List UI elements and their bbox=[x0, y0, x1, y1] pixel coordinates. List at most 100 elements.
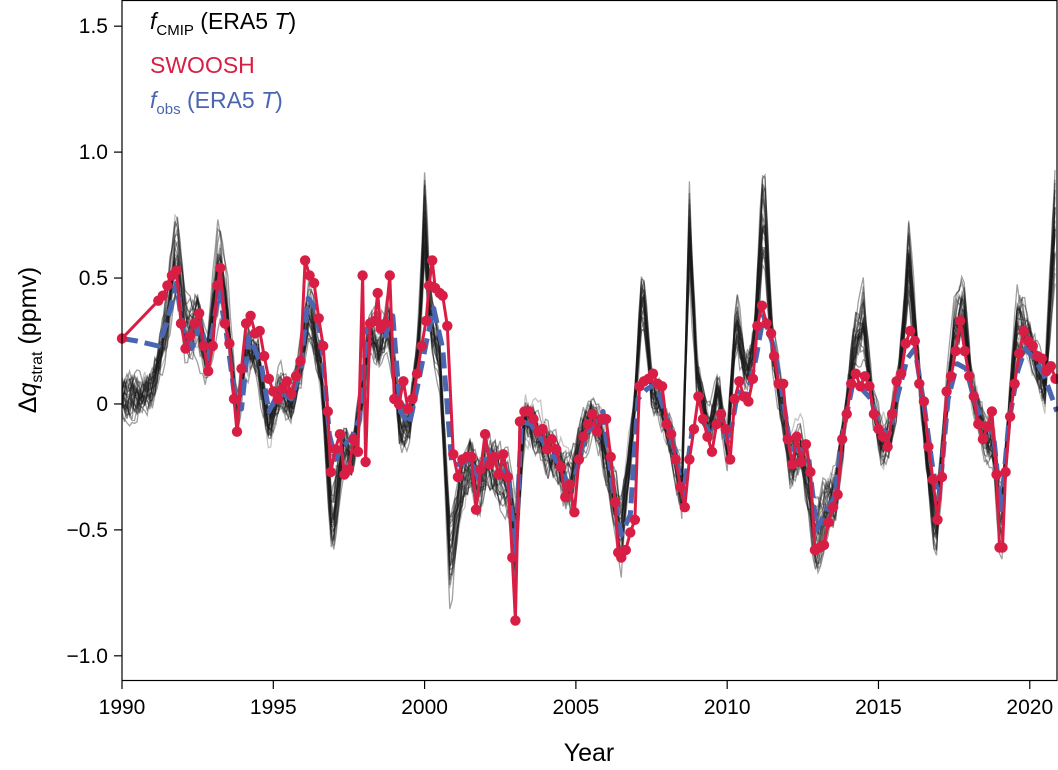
swoosh-point bbox=[647, 368, 659, 379]
swoosh-point bbox=[616, 552, 627, 563]
swoosh-point bbox=[968, 391, 979, 402]
swoosh-point bbox=[715, 408, 727, 420]
swoosh-point bbox=[162, 280, 173, 291]
swoosh-point bbox=[240, 318, 252, 329]
swoosh-point bbox=[761, 318, 772, 329]
swoosh-point bbox=[299, 255, 311, 266]
swoosh-point bbox=[805, 466, 816, 478]
swoosh-point bbox=[360, 456, 371, 468]
ensemble-lines bbox=[121, 170, 1056, 609]
swoosh-point bbox=[711, 418, 722, 430]
swoosh-point bbox=[787, 459, 798, 470]
swoosh-point bbox=[1027, 340, 1039, 352]
legend-fcmip-sub: CMIP bbox=[156, 22, 194, 39]
swoosh-point bbox=[277, 383, 288, 395]
legend: fCMIP (ERA5 T) SWOOSH fobs (ERA5 T) bbox=[150, 8, 296, 118]
swoosh-point bbox=[986, 406, 998, 417]
swoosh-point bbox=[873, 423, 884, 435]
x-axis: 1990 1995 2000 2005 2010 2015 2020 bbox=[99, 681, 1053, 719]
legend-entry-fcmip: fCMIP (ERA5 T) bbox=[150, 8, 296, 39]
swoosh-point bbox=[778, 378, 789, 389]
swoosh-point bbox=[697, 413, 709, 425]
swoosh-point bbox=[245, 310, 256, 321]
swoosh-point bbox=[442, 320, 453, 332]
swoosh-point bbox=[964, 371, 975, 382]
swoosh-point bbox=[982, 421, 993, 432]
swoosh-point bbox=[493, 469, 504, 480]
swoosh-point bbox=[702, 431, 713, 442]
swoosh-point bbox=[502, 471, 513, 483]
plot-frame bbox=[121, 0, 1058, 682]
swoosh-point bbox=[180, 343, 191, 354]
swoosh-point bbox=[198, 340, 209, 352]
swoosh-point bbox=[625, 527, 636, 538]
swoosh-point bbox=[537, 423, 548, 435]
swoosh-point bbox=[846, 378, 857, 389]
y-tick-label: −0.5 bbox=[67, 519, 108, 542]
swoosh-point bbox=[281, 376, 293, 387]
x-tick-label: 2020 bbox=[1006, 696, 1053, 719]
swoosh-point bbox=[1000, 466, 1011, 478]
swoosh-point bbox=[384, 270, 395, 281]
swoosh-point bbox=[286, 388, 297, 400]
swoosh-point bbox=[194, 308, 205, 319]
swoosh-point bbox=[791, 431, 802, 442]
swoosh-point bbox=[313, 313, 324, 324]
swoosh-point bbox=[231, 426, 243, 437]
swoosh-point bbox=[909, 335, 920, 347]
swoosh-point bbox=[832, 489, 843, 500]
swoosh-point bbox=[402, 403, 414, 415]
swoosh-point bbox=[1036, 353, 1048, 364]
swoosh-point bbox=[322, 406, 333, 417]
swoosh-point bbox=[546, 434, 557, 445]
swoosh-point bbox=[756, 300, 768, 311]
swoosh-point bbox=[551, 444, 562, 455]
swoosh-point bbox=[448, 449, 459, 460]
swoosh-point bbox=[629, 514, 641, 525]
swoosh-point bbox=[823, 517, 834, 528]
swoosh-point bbox=[263, 373, 274, 384]
swoosh-point bbox=[923, 441, 934, 452]
swoosh-point bbox=[498, 449, 509, 460]
swoosh-point bbox=[254, 325, 265, 337]
swoosh-point bbox=[564, 479, 575, 490]
swoosh-point bbox=[489, 451, 500, 463]
legend-fcmip-f: f bbox=[150, 8, 159, 34]
swoosh-point bbox=[688, 423, 700, 435]
swoosh-point bbox=[752, 320, 763, 332]
swoosh-point bbox=[864, 381, 875, 392]
x-tick-label: 2010 bbox=[704, 696, 751, 719]
swoosh-point bbox=[882, 441, 893, 452]
swoosh-point bbox=[184, 330, 196, 342]
swoosh-point bbox=[945, 371, 957, 382]
swoosh-point bbox=[573, 454, 585, 465]
swoosh-point bbox=[420, 315, 432, 327]
swoosh-point bbox=[380, 318, 391, 329]
swoosh-point bbox=[800, 439, 812, 450]
swoosh-point bbox=[877, 431, 889, 442]
swoosh-point bbox=[918, 396, 930, 407]
swoosh-point bbox=[796, 456, 807, 468]
swoosh-point bbox=[189, 318, 200, 329]
swoosh-point bbox=[973, 418, 984, 430]
swoosh-point bbox=[605, 451, 616, 463]
swoosh-point bbox=[941, 386, 952, 397]
swoosh-point bbox=[591, 426, 603, 437]
swoosh-point bbox=[578, 431, 589, 442]
swoosh-point bbox=[818, 539, 830, 551]
swoosh-point bbox=[610, 497, 621, 508]
swoosh-point bbox=[330, 444, 341, 455]
swoosh-point bbox=[891, 376, 902, 387]
swoosh-point bbox=[514, 416, 526, 427]
swoosh-point bbox=[955, 315, 966, 327]
swoosh-point bbox=[272, 393, 283, 405]
swoosh-point bbox=[743, 396, 754, 407]
swoosh-point bbox=[914, 378, 925, 389]
swoosh-point bbox=[171, 265, 182, 276]
swoosh-point bbox=[868, 408, 880, 420]
swoosh-point bbox=[959, 345, 970, 357]
swoosh-point bbox=[484, 459, 495, 470]
swoosh-point bbox=[416, 340, 427, 352]
legend-fcmip-rest: (ERA5 bbox=[194, 8, 275, 34]
